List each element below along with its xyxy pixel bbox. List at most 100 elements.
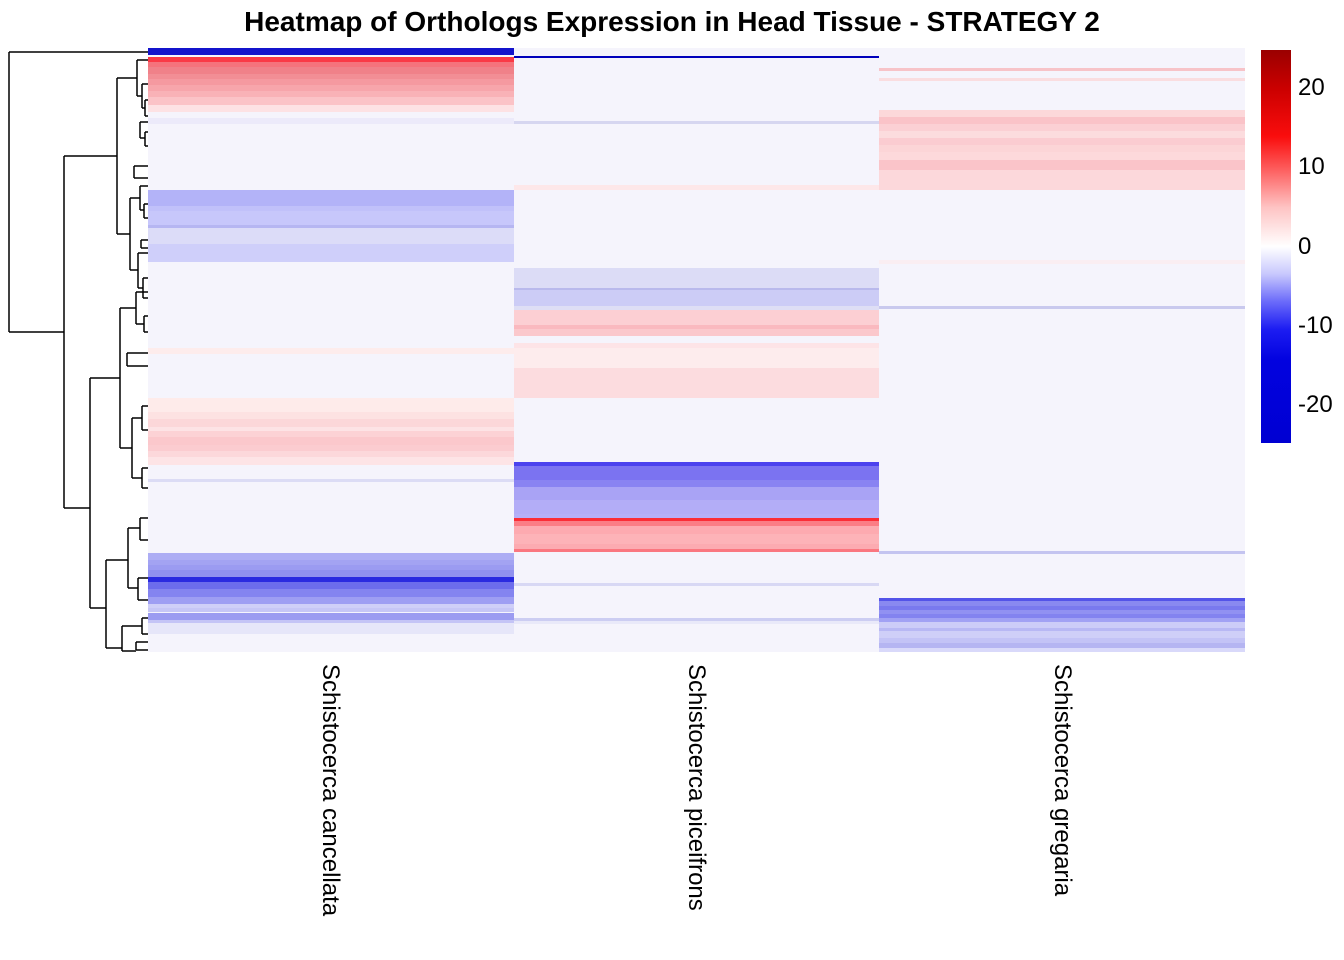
heatmap-band xyxy=(148,570,514,577)
colorbar-tick-label: 10 xyxy=(1298,153,1325,181)
heatmap-band xyxy=(513,526,880,534)
heatmap-band xyxy=(148,553,514,560)
heatmap-band xyxy=(148,97,514,105)
column-label-schistocerca-piceifrons: Schistocerca piceifrons xyxy=(683,664,710,911)
heatmap-band xyxy=(148,597,514,604)
heatmap-band xyxy=(513,329,880,336)
heatmap-band xyxy=(148,620,514,623)
heatmap-grid xyxy=(148,48,1245,652)
heatmap-band xyxy=(513,466,880,480)
heatmap-band xyxy=(513,549,880,552)
heatmap-band xyxy=(879,145,1245,152)
heatmap-band xyxy=(513,268,880,288)
heatmap-band xyxy=(148,67,514,74)
heatmap-column-3 xyxy=(879,48,1245,652)
heatmap-band xyxy=(879,598,1245,601)
heatmap-band xyxy=(879,260,1245,264)
heatmap-band xyxy=(148,48,514,55)
heatmap-band xyxy=(513,343,880,348)
heatmap-band xyxy=(148,565,514,570)
heatmap-band xyxy=(148,608,514,612)
heatmap-band xyxy=(879,124,1245,131)
heatmap-band xyxy=(879,628,1245,631)
heatmap-band xyxy=(513,290,880,306)
heatmap-band xyxy=(879,306,1245,309)
heatmap-band xyxy=(148,62,514,67)
heatmap-band xyxy=(148,105,514,112)
row-dendrogram xyxy=(8,51,148,652)
heatmap-band xyxy=(148,85,514,91)
heatmap-band xyxy=(148,623,514,634)
heatmap-band xyxy=(879,68,1245,71)
heatmap-band xyxy=(148,348,514,354)
heatmap-band xyxy=(148,244,514,262)
heatmap-band xyxy=(879,160,1245,170)
colorbar-tick-label: -20 xyxy=(1298,390,1333,418)
colorbar-gradient xyxy=(1261,50,1291,443)
heatmap-band xyxy=(513,487,880,500)
heatmap-band xyxy=(879,152,1245,160)
heatmap-band xyxy=(879,648,1245,652)
heatmap-band xyxy=(879,138,1245,145)
heatmap-band xyxy=(513,521,880,526)
heatmap-band xyxy=(148,427,514,431)
heatmap-band xyxy=(513,462,880,466)
heatmap-band xyxy=(148,451,514,457)
colorbar-tick-label: -10 xyxy=(1298,311,1333,339)
heatmap-band xyxy=(148,398,514,412)
heatmap-band xyxy=(513,348,880,368)
heatmap-column-1 xyxy=(148,48,514,652)
heatmap-band xyxy=(148,445,514,451)
heatmap-band xyxy=(513,56,880,58)
heatmap-band xyxy=(513,185,880,190)
heatmap-band xyxy=(148,437,514,445)
heatmap-column-2 xyxy=(513,48,880,652)
heatmap-band xyxy=(148,560,514,565)
heatmap-band xyxy=(513,310,880,325)
heatmap-band xyxy=(148,613,514,620)
heatmap-band xyxy=(513,544,880,549)
heatmap-band xyxy=(879,622,1245,628)
heatmap-band xyxy=(513,618,880,621)
heatmap-band xyxy=(513,518,880,521)
heatmap-band xyxy=(148,577,514,582)
heatmap-band xyxy=(879,614,1245,618)
heatmap-band xyxy=(513,325,880,329)
heatmap-band xyxy=(879,78,1245,81)
heatmap-band xyxy=(513,121,880,124)
heatmap-band xyxy=(148,604,514,608)
heatmap-band xyxy=(513,500,880,514)
heatmap-band xyxy=(513,621,880,624)
heatmap-band xyxy=(879,551,1245,554)
heatmap-band xyxy=(879,117,1245,124)
heatmap-band xyxy=(148,57,514,62)
heatmap-band xyxy=(148,118,514,124)
heatmap-band xyxy=(513,288,880,290)
heatmap-band xyxy=(148,206,514,211)
heatmap-band xyxy=(879,638,1245,643)
heatmap-band xyxy=(879,601,1245,606)
heatmap-band xyxy=(513,583,880,586)
heatmap-band xyxy=(879,170,1245,190)
colorbar-tick-label: 20 xyxy=(1298,74,1325,102)
heatmap-band xyxy=(148,412,514,419)
column-label-schistocerca-cancellata: Schistocerca cancellata xyxy=(317,664,344,917)
column-label-schistocerca-gregaria: Schistocerca gregaria xyxy=(1049,664,1076,897)
heatmap-band xyxy=(148,582,514,589)
heatmap-band xyxy=(513,534,880,544)
heatmap-band xyxy=(148,228,514,244)
colorbar-tick-label: 0 xyxy=(1298,232,1312,260)
chart-title: Heatmap of Orthologs Expression in Head … xyxy=(244,6,1100,37)
heatmap-band xyxy=(879,631,1245,638)
heatmap-band xyxy=(148,91,514,97)
heatmap-band xyxy=(148,74,514,79)
heatmap-band xyxy=(879,110,1245,117)
heatmap-band xyxy=(148,479,514,482)
heatmap-band xyxy=(148,211,514,225)
heatmap-band xyxy=(148,79,514,85)
heatmap-band xyxy=(879,131,1245,138)
heatmap-band xyxy=(148,419,514,427)
heatmap-band xyxy=(148,431,514,437)
heatmap-band xyxy=(513,368,880,398)
